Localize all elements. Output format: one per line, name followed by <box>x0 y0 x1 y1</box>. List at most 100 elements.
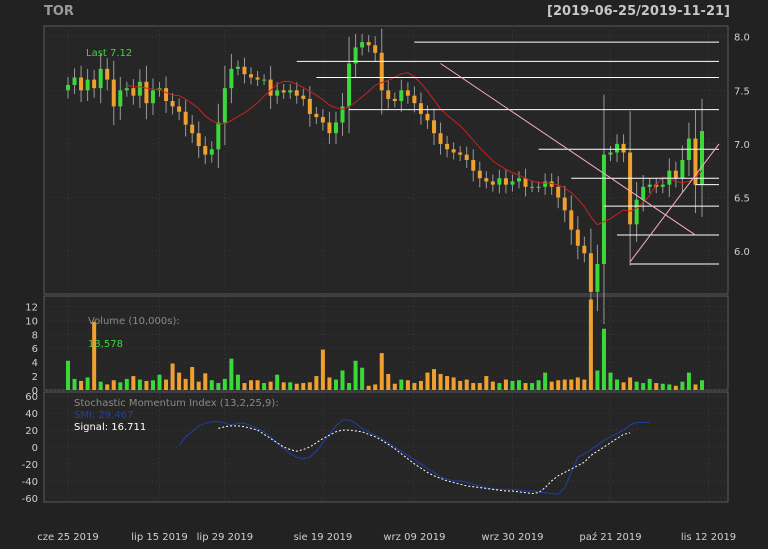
x-tick-label: wrz 09 2019 <box>383 532 445 543</box>
candle-body <box>98 68 103 89</box>
volume-bar <box>392 383 397 390</box>
candle-body <box>366 42 371 46</box>
date-range: [2019-06-25/2019-11-21] <box>547 4 730 19</box>
volume-bar <box>72 378 77 390</box>
volume-bar <box>105 384 110 390</box>
candle-body <box>445 143 450 150</box>
volume-bar <box>307 382 312 390</box>
candle-body <box>190 124 195 134</box>
volume-bar <box>242 383 247 390</box>
volume-bar <box>301 383 306 390</box>
candle-body <box>144 81 149 104</box>
trend-line <box>440 63 696 236</box>
candle-body <box>379 52 384 91</box>
volume-bar <box>196 381 201 390</box>
candle-body <box>536 186 541 188</box>
smi-tick-label: 40 <box>25 409 38 420</box>
candle-body <box>327 122 332 134</box>
volume-bar <box>425 372 430 390</box>
candle-body <box>255 77 260 80</box>
volume-bar <box>700 380 704 390</box>
volume-label: Volume (10,000s): <box>88 316 180 327</box>
volume-bar <box>340 370 345 390</box>
candle-body <box>177 106 182 112</box>
volume-bar <box>203 373 208 390</box>
volume-bar <box>516 380 521 390</box>
candle-body <box>516 178 521 182</box>
candle-body <box>249 74 254 78</box>
symbol-title: TOR <box>44 4 74 19</box>
candle-body <box>490 181 495 185</box>
candle-body <box>700 131 704 185</box>
candle-body <box>458 152 463 155</box>
volume-bar <box>268 381 273 390</box>
volume-bar <box>601 328 606 390</box>
candle-body <box>432 120 437 134</box>
candle-body <box>131 88 136 96</box>
smi-tick-label: -60 <box>22 494 38 505</box>
volume-bar <box>66 360 70 390</box>
candle-body <box>680 160 685 179</box>
volume-bar <box>628 377 633 390</box>
volume-bar <box>660 383 665 390</box>
candle-body <box>556 186 561 198</box>
volume-bar <box>366 385 371 390</box>
price-tick-label: 8.0 <box>734 33 750 44</box>
signal-line <box>218 425 631 495</box>
smi-tick-label: -40 <box>22 477 38 488</box>
volume-bar <box>288 382 293 390</box>
volume-bar <box>536 380 541 390</box>
candle-body <box>634 199 639 225</box>
candle-body <box>660 184 665 187</box>
volume-bar <box>209 380 214 390</box>
volume-bar <box>150 380 155 390</box>
volume-bar <box>255 380 260 390</box>
volume-tick-label: 8 <box>32 330 38 341</box>
volume-bar <box>641 383 646 390</box>
candle-body <box>601 154 606 264</box>
volume-bar <box>262 383 267 390</box>
volume-bar <box>582 379 587 390</box>
candle-body <box>412 95 417 104</box>
candle-body <box>503 178 508 185</box>
price-panel <box>43 25 729 295</box>
volume-bar <box>432 369 437 390</box>
volume-bar <box>556 380 561 390</box>
candle-body <box>333 122 338 134</box>
candle-body <box>222 88 227 123</box>
trend-line <box>629 143 720 263</box>
volume-bar <box>144 380 149 390</box>
volume-bar <box>216 383 221 390</box>
volume-bar <box>438 373 443 390</box>
candle-body <box>667 170 672 185</box>
volume-bar <box>686 372 691 390</box>
last-price-label: Last 7.12 <box>86 48 132 59</box>
smi-tick-label: 20 <box>25 426 38 437</box>
volume-bar <box>327 377 332 390</box>
x-tick-label: lip 29 2019 <box>197 532 253 543</box>
candle-body <box>275 90 280 96</box>
volume-tick-label: 12 <box>25 302 38 313</box>
volume-bar <box>523 383 528 390</box>
candle-body <box>392 98 397 102</box>
volume-tick-label: 0 <box>32 386 38 397</box>
volume-bar <box>373 384 378 390</box>
smi-label: Stochastic Momentum Index (13,2,25,9): <box>74 398 279 409</box>
price-tick-label: 7.5 <box>734 86 750 97</box>
candle-body <box>79 77 84 91</box>
volume-bar <box>92 321 97 390</box>
volume-bar <box>647 378 652 390</box>
volume-bar <box>543 372 548 390</box>
volume-bar <box>333 379 338 390</box>
candle-body <box>549 181 554 187</box>
volume-bar <box>530 383 535 390</box>
x-tick-label: paź 21 2019 <box>579 531 641 543</box>
volume-bar <box>464 379 469 390</box>
volume-bar <box>379 353 384 390</box>
volume-bar <box>654 383 659 390</box>
candle-body <box>170 101 175 107</box>
volume-bar <box>131 376 136 390</box>
candle-body <box>340 106 345 123</box>
candle-body <box>484 178 489 182</box>
candle-body <box>105 68 110 80</box>
